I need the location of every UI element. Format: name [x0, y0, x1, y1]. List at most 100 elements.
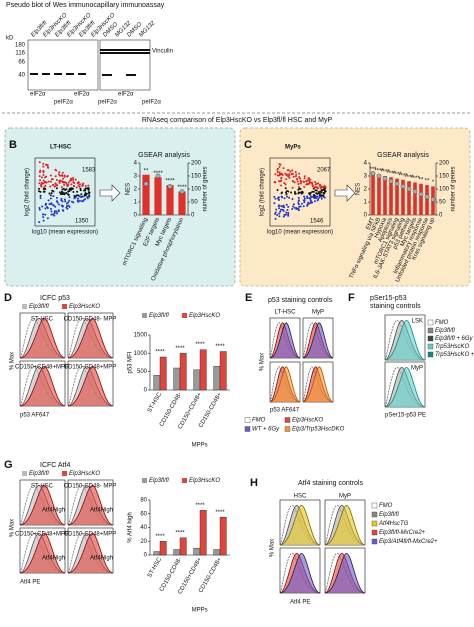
legend-label: Elp3HscKO	[189, 478, 220, 484]
volcano-dot	[318, 192, 321, 195]
histogram	[67, 365, 114, 407]
gene-dot	[394, 181, 400, 187]
volcano-dot	[54, 205, 57, 208]
volcano-dot	[79, 187, 82, 190]
column-label: MyP	[339, 494, 351, 500]
volcano-dot	[289, 170, 292, 173]
annotation: ****	[410, 176, 420, 182]
volcano-dot	[297, 183, 300, 186]
volcano-dot	[291, 207, 294, 210]
y2-tick-label: 0	[191, 213, 195, 219]
marker: 40	[18, 73, 25, 79]
volcano-dot	[59, 179, 62, 182]
volcano-dot	[44, 207, 47, 210]
column-label: MyP	[312, 310, 324, 316]
lane-label: peIF2α	[54, 100, 73, 106]
volcano-dot	[38, 161, 41, 164]
bar	[213, 549, 221, 556]
volcano-dot	[285, 173, 288, 176]
volcano-dot	[297, 209, 300, 212]
volcano-dot	[314, 186, 317, 189]
volcano-dot	[287, 169, 290, 172]
legend-swatch	[244, 417, 251, 423]
volcano-dot	[309, 178, 312, 181]
volcano-dot	[277, 180, 280, 183]
annotation: ****	[386, 171, 396, 177]
panel-label: E	[245, 292, 252, 304]
legend-swatch	[284, 417, 291, 423]
annotation: ****	[374, 168, 384, 174]
volcano-dot	[273, 202, 276, 205]
volcano-dot	[65, 191, 68, 194]
volcano-dot	[287, 175, 290, 178]
gene-dot	[167, 183, 173, 189]
volcano-dot	[282, 167, 285, 170]
volcano-dot	[318, 184, 321, 187]
volcano-dot	[64, 188, 67, 191]
annotation: ****	[177, 185, 187, 191]
legend-swatch	[182, 313, 187, 318]
annotation: ****	[165, 179, 175, 185]
volcano-dot	[285, 193, 288, 196]
volcano-dot	[276, 170, 279, 173]
volcano-dot	[303, 199, 306, 202]
gene-dot	[370, 170, 376, 176]
volcano-dot	[274, 211, 277, 214]
gene-dot	[406, 186, 412, 192]
legend-label: Elp3fl/fl	[379, 512, 399, 518]
volcano-dot	[295, 178, 298, 181]
hist-label: CD150-CD48+MPP	[64, 532, 117, 538]
volcano-dot	[39, 179, 42, 182]
volcano-dot	[303, 185, 306, 188]
volcano-dot	[52, 195, 55, 198]
histogram	[19, 484, 66, 526]
volcano-dot	[302, 180, 305, 183]
volcano-dot	[283, 182, 286, 185]
volcano-dot	[306, 203, 309, 206]
volcano-dot	[313, 197, 316, 200]
bar	[219, 516, 227, 556]
volcano-dot	[306, 197, 309, 200]
y-label: log2 (fold change)	[260, 168, 266, 216]
volcano-dot	[309, 201, 312, 204]
volcano-dot	[296, 180, 299, 183]
volcano-dot	[76, 190, 79, 193]
volcano-dot	[287, 211, 290, 214]
legend-swatch	[62, 304, 67, 309]
volcano-dot	[83, 189, 86, 192]
volcano-dot	[297, 203, 300, 206]
volcano-dot	[294, 175, 297, 178]
volcano-dot	[274, 173, 277, 176]
volcano-dot	[79, 183, 82, 186]
histogram	[19, 317, 66, 359]
volcano-dot	[42, 174, 45, 177]
count-up: 2067	[317, 168, 331, 174]
panel-c-box	[239, 127, 471, 287]
volcano-dot	[42, 187, 45, 190]
volcano-dot	[83, 193, 86, 196]
volcano-dot	[283, 213, 286, 216]
volcano-dot	[282, 215, 285, 218]
gate-label: Atf4High	[90, 556, 113, 562]
volcano-dot	[293, 206, 296, 209]
bar	[178, 191, 186, 215]
volcano-dot	[292, 205, 295, 208]
blot-box	[27, 39, 99, 91]
volcano-dot	[285, 191, 288, 194]
volcano-dot	[282, 209, 285, 212]
x-tick-label: ST-HSC	[147, 556, 164, 579]
volcano-dot	[42, 219, 45, 222]
volcano-dot	[280, 184, 283, 187]
volcano-dot	[57, 203, 60, 206]
y-tick-label: 2	[134, 187, 138, 193]
volcano-dot	[54, 210, 57, 213]
volcano-dot	[75, 186, 78, 189]
volcano-dot	[48, 202, 51, 205]
volcano-dot	[308, 180, 311, 183]
histogram	[279, 552, 321, 594]
legend-swatch	[371, 538, 378, 545]
panel-label: B	[9, 139, 17, 151]
volcano-dot	[317, 182, 320, 185]
annotation: ***	[369, 167, 377, 173]
legend-swatch	[427, 327, 434, 334]
